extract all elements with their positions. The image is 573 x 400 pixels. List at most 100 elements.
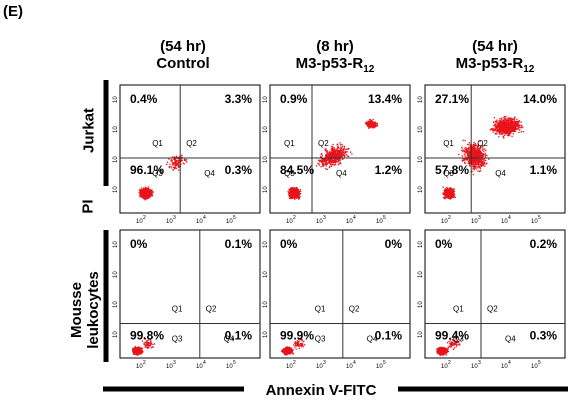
event-dot — [141, 192, 143, 195]
event-dot — [452, 194, 455, 196]
quadrant-name: Q2 — [318, 139, 329, 148]
event-dot — [318, 159, 320, 161]
event-dot — [150, 189, 152, 192]
event-dot — [504, 118, 506, 120]
event-dot — [330, 156, 332, 159]
event-dot — [139, 193, 142, 195]
event-dot — [502, 130, 504, 132]
event-dot — [509, 117, 512, 119]
event-dot — [471, 148, 473, 150]
event-dot — [507, 118, 509, 120]
event-dot — [502, 123, 504, 125]
event-dot — [506, 128, 508, 131]
event-dot — [366, 124, 368, 126]
event-dot — [293, 191, 295, 193]
event-dot — [476, 156, 478, 159]
event-dot — [480, 155, 482, 157]
event-dot — [518, 125, 520, 127]
event-dot — [502, 126, 504, 129]
event-dot — [373, 127, 376, 129]
event-dot — [184, 158, 186, 160]
event-dot — [503, 124, 505, 126]
x-tick-exponent: 4 — [353, 215, 356, 221]
event-dot — [501, 120, 504, 122]
event-dot — [514, 117, 516, 119]
event-dot — [335, 151, 337, 153]
event-dot — [143, 192, 145, 194]
event-dot — [338, 150, 340, 152]
event-dot — [511, 129, 513, 131]
event-dot — [493, 124, 495, 127]
event-dot — [292, 191, 294, 193]
event-dot — [144, 196, 146, 198]
event-dot — [504, 119, 506, 122]
event-dot — [449, 189, 451, 191]
event-dot — [473, 159, 475, 161]
event-dot — [369, 125, 371, 128]
event-dot — [472, 153, 475, 156]
event-dot — [464, 161, 466, 163]
event-dot — [366, 122, 368, 124]
event-dot — [298, 193, 301, 196]
event-dot — [296, 197, 298, 199]
quadrant-percent-q4: 1.1% — [530, 163, 558, 177]
event-dot — [506, 126, 508, 128]
event-dot — [473, 167, 475, 169]
event-dot — [479, 160, 482, 163]
event-dot — [496, 131, 498, 133]
event-dot — [325, 161, 328, 163]
event-dot — [177, 161, 180, 164]
event-dot — [325, 154, 327, 156]
event-dot — [467, 143, 469, 145]
event-dot — [344, 148, 346, 151]
event-dot — [372, 124, 375, 126]
event-dot — [478, 148, 480, 150]
event-dot — [333, 155, 335, 157]
event-dot — [291, 197, 293, 199]
event-dot — [482, 159, 484, 161]
event-dot — [478, 155, 480, 157]
event-dot — [505, 129, 507, 132]
x-tick-label: 10 — [531, 219, 538, 225]
event-dot — [471, 158, 474, 160]
event-dot — [509, 131, 511, 133]
event-dot — [509, 118, 511, 120]
event-dot — [480, 163, 482, 165]
event-dot — [448, 192, 450, 194]
event-dot — [442, 193, 445, 196]
event-dot — [514, 116, 516, 118]
event-dot — [476, 149, 478, 152]
event-dot — [342, 148, 344, 150]
event-dot — [480, 170, 482, 172]
event-dot — [349, 151, 352, 153]
event-dot — [149, 192, 151, 194]
event-dot — [483, 163, 485, 165]
event-dot — [452, 191, 454, 193]
event-dot — [319, 159, 321, 161]
event-dot — [472, 163, 474, 166]
event-dot — [450, 194, 452, 196]
event-dot — [288, 193, 290, 195]
event-dot — [338, 154, 340, 156]
event-dot — [507, 130, 509, 132]
event-dot — [467, 152, 469, 155]
event-dot — [473, 165, 475, 167]
event-dot — [477, 161, 479, 163]
event-dot — [477, 145, 480, 148]
event-dot — [519, 124, 521, 126]
event-dot — [500, 119, 502, 121]
event-dot — [332, 156, 335, 159]
event-dot — [339, 154, 341, 156]
event-dot — [468, 154, 470, 156]
event-dot — [336, 154, 338, 156]
event-dot — [465, 147, 467, 149]
event-dot — [326, 159, 328, 161]
event-dot — [501, 127, 504, 130]
event-dot — [506, 120, 508, 123]
event-dot — [289, 189, 291, 192]
event-dot — [510, 131, 512, 134]
event-dot — [177, 160, 180, 162]
event-dot — [475, 153, 477, 155]
event-dot — [475, 158, 477, 160]
event-dot — [294, 188, 296, 190]
